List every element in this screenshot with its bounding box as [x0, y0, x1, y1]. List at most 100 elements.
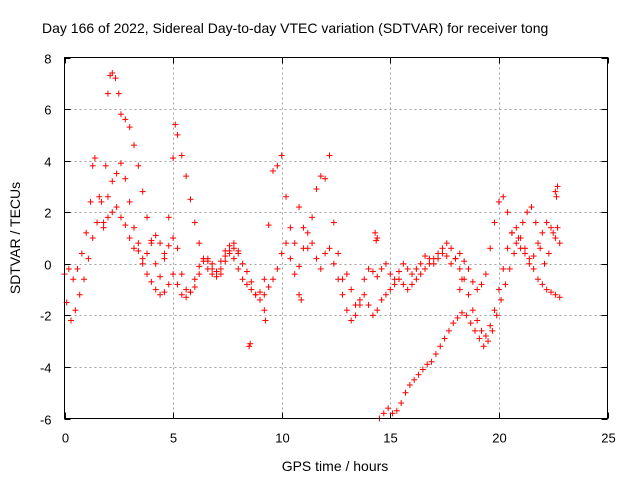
data-point-outliers [372, 229, 379, 236]
data-point-track-e [491, 307, 498, 314]
data-point-track-b [65, 265, 72, 272]
data-point-track-c [148, 278, 155, 285]
y-axis-label: SDTVAR / TECUs [7, 182, 23, 294]
data-point-track-c [200, 255, 207, 262]
data-point-track-a [170, 155, 177, 162]
data-point-track-b [226, 242, 233, 249]
data-point-track-d [495, 198, 502, 205]
data-point-track-e [300, 245, 307, 252]
data-point-track-e [404, 286, 411, 293]
data-point-track-b [104, 193, 111, 200]
data-point-track-b [148, 237, 155, 244]
data-point-track-a [135, 162, 142, 169]
data-point-track-d [469, 278, 476, 285]
data-point-track-d [313, 186, 320, 193]
data-point-track-b [183, 286, 190, 293]
data-point-track-a [68, 317, 75, 324]
data-point-track-c [222, 258, 229, 265]
data-point-track-c [183, 294, 190, 301]
data-point-track-e [435, 250, 442, 257]
axis-ticks [64, 57, 609, 420]
data-point-track-c [248, 278, 255, 285]
data-point-track-b [109, 178, 116, 185]
data-point-track-d [491, 219, 498, 226]
data-point-track-f [550, 229, 557, 236]
data-point-track-b [178, 271, 185, 278]
data-point-track-b [165, 242, 172, 249]
data-point-track-b [91, 155, 98, 162]
data-point-track-b [87, 198, 94, 205]
data-point-track-f [524, 209, 531, 216]
data-point-track-e [335, 276, 342, 283]
data-point-outliers [261, 307, 268, 314]
data-point-track-b [209, 260, 216, 267]
data-point-track-a [115, 90, 122, 97]
data-point-track-a [243, 281, 250, 288]
data-point-track-c [135, 240, 142, 247]
data-point-track-d [283, 193, 290, 200]
data-point-track-a [261, 276, 268, 283]
data-point-track-b [157, 240, 164, 247]
data-point-track-d [317, 173, 324, 180]
data-point-track-f [541, 260, 548, 267]
data-point-track-d [556, 240, 563, 247]
data-point-outliers [552, 188, 559, 195]
data-point-track-a [161, 255, 168, 262]
data-point-track-c [178, 291, 185, 298]
data-point-outliers [262, 317, 269, 324]
data-point-track-c [213, 273, 220, 280]
data-point-track-d [548, 224, 555, 231]
data-point-track-e [287, 255, 294, 262]
x-tick-label: 15 [383, 431, 397, 446]
data-point-track-c [109, 209, 116, 216]
data-point-track-e [317, 265, 324, 272]
data-point-track-e [387, 286, 394, 293]
data-point-outliers [298, 296, 305, 303]
data-point-track-d [374, 273, 381, 280]
data-point-track-f [463, 312, 470, 319]
data-point-track-d [521, 250, 528, 257]
data-point-track-a [144, 214, 151, 221]
data-point-track-c [152, 286, 159, 293]
data-point-track-b [113, 170, 120, 177]
data-point-track-f [441, 335, 448, 342]
data-point-track-d [534, 240, 541, 247]
data-point-track-a [102, 162, 109, 169]
data-point-track-d [448, 260, 455, 267]
tick-labels: 0 5 10 15 20 25 -6 -4 -2 0 2 4 6 8 [40, 52, 616, 446]
data-point-track-e [430, 255, 437, 262]
data-point-track-e [382, 291, 389, 298]
data-point-track-d [530, 253, 537, 260]
data-point-track-e [400, 281, 407, 288]
data-point-track-b [100, 224, 107, 231]
data-point-track-a [174, 131, 181, 138]
y-tick-label: 4 [44, 155, 51, 170]
data-point-track-f [485, 338, 492, 345]
data-point-track-d [465, 265, 472, 272]
data-point-track-e [352, 312, 359, 319]
data-point-track-d [348, 286, 355, 293]
data-point-track-f [476, 335, 483, 342]
y-tick-label: -6 [40, 413, 52, 428]
data-point-outliers [554, 183, 561, 190]
data-point-track-c [226, 247, 233, 254]
data-point-track-d [474, 286, 481, 293]
data-point-track-e [448, 245, 455, 252]
data-point-track-a [139, 188, 146, 195]
data-point-track-e [526, 255, 533, 262]
data-point-track-b [74, 265, 81, 272]
data-point-track-b [217, 265, 224, 272]
data-point-track-e [482, 332, 489, 339]
data-point-track-e [474, 317, 481, 324]
data-point-track-f [519, 219, 526, 226]
data-point-track-b [161, 250, 168, 257]
data-point-track-e [313, 255, 320, 262]
data-point-track-d [330, 219, 337, 226]
data-point-track-e [495, 286, 502, 293]
data-point-track-b [117, 160, 124, 167]
data-point-track-c [126, 235, 133, 241]
data-point-track-e [369, 312, 376, 319]
data-point-track-f [498, 296, 505, 303]
data-point-track-a [248, 286, 255, 293]
data-point-track-a [72, 307, 79, 314]
